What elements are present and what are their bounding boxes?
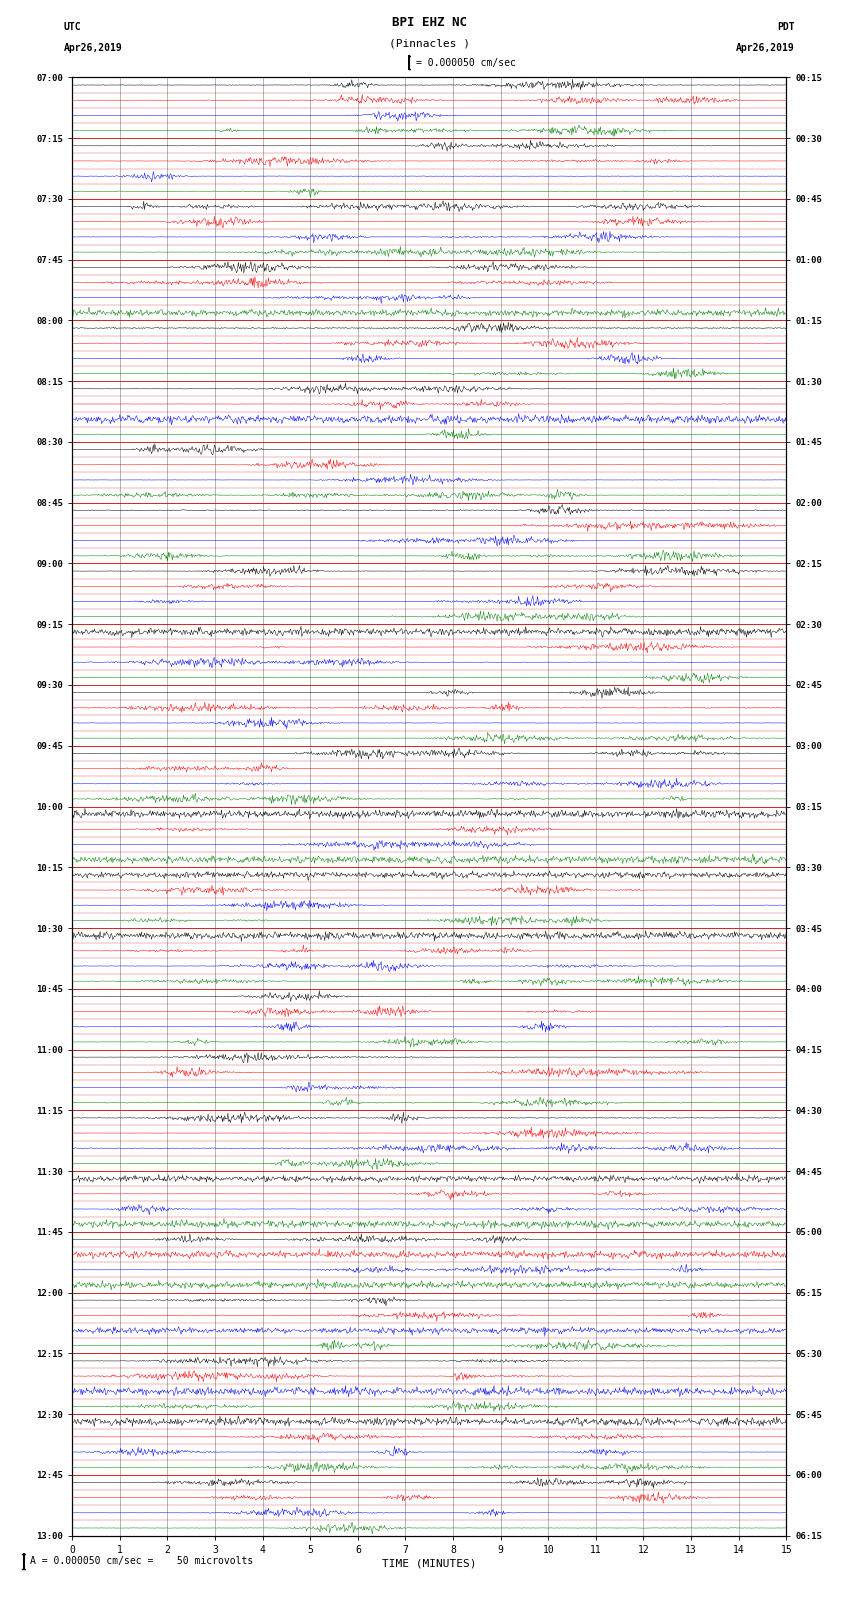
Text: BPI EHZ NC: BPI EHZ NC — [392, 16, 467, 29]
X-axis label: TIME (MINUTES): TIME (MINUTES) — [382, 1558, 477, 1569]
Text: Apr26,2019: Apr26,2019 — [64, 44, 122, 53]
Text: (Pinnacles ): (Pinnacles ) — [388, 39, 470, 48]
Text: = 0.000050 cm/sec: = 0.000050 cm/sec — [416, 58, 516, 68]
Text: UTC: UTC — [64, 23, 82, 32]
Text: Apr26,2019: Apr26,2019 — [736, 44, 795, 53]
Text: PDT: PDT — [777, 23, 795, 32]
Text: A = 0.000050 cm/sec =    50 microvolts: A = 0.000050 cm/sec = 50 microvolts — [30, 1557, 253, 1566]
